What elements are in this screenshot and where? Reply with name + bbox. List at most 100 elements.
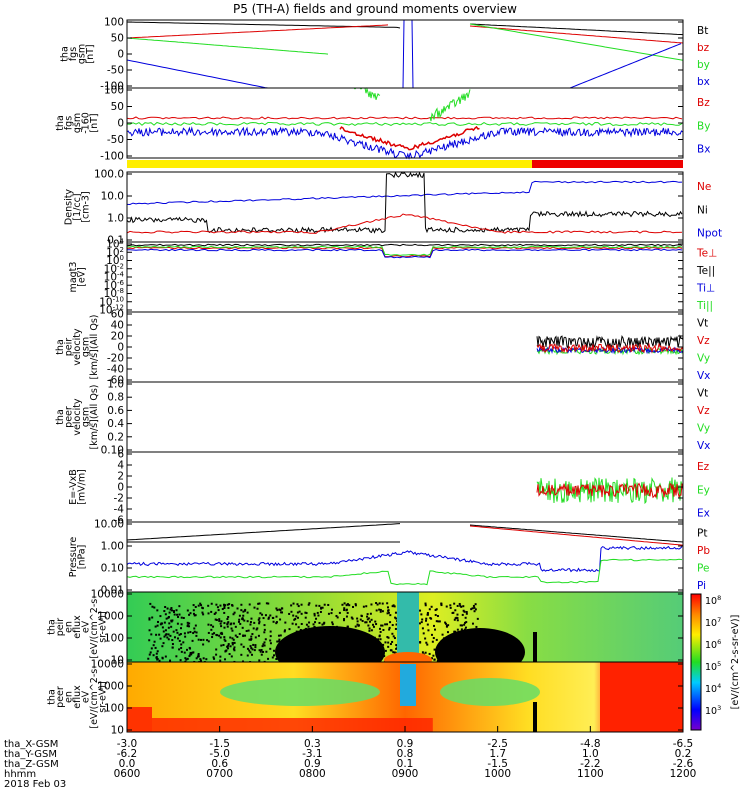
y-axis-label: [1/cc] [72, 193, 83, 220]
legend-entry: Npot [697, 228, 722, 240]
y-tick-label: 0 [117, 482, 124, 494]
y-axis-label: tha [59, 46, 70, 62]
legend-entry: bz [697, 42, 710, 54]
y-tick-label: 10.00 [94, 519, 124, 531]
y-axis-label: E=-VxB [68, 469, 79, 504]
y-tick-label: 1.00 [101, 541, 124, 553]
y-tick-label: -20 [107, 353, 124, 365]
x-tick-label: 0.6 [211, 758, 228, 770]
y-axis-label: -160 [81, 112, 92, 134]
x-tick-label: -6.5 [673, 738, 694, 750]
y-axis-label: Pressure [68, 537, 79, 578]
x-tick-label: -3.1 [302, 748, 323, 760]
y-tick-label: 0.2 [107, 431, 124, 443]
y-tick-label: 0.8 [107, 392, 124, 404]
x-tick-label: -2.5 [487, 738, 508, 750]
y-axis-label: tha [55, 115, 66, 131]
row-label: tha_Y-GSM [4, 749, 57, 760]
y-axis-label: peer [64, 406, 75, 428]
x-tick-label: 1.0 [582, 748, 599, 760]
y-tick-label: 0 [117, 118, 124, 130]
y-tick-label: 1000 [97, 611, 124, 623]
y-tick-label: 6 [117, 449, 124, 461]
panels: 100500-50-100thafgsgsm[nT]Btbzbybx100500… [47, 17, 723, 737]
y-axis-label: tha [55, 339, 66, 355]
y-tick-label: -100 [100, 81, 124, 93]
x-tick-label: 0800 [299, 768, 326, 780]
legend-entry: Vz [697, 335, 710, 347]
y-axis-label: eflux [72, 615, 83, 639]
y-axis-label: magt3 [68, 262, 79, 293]
y-tick-label: -2 [114, 493, 124, 505]
legend-entry: Ey [697, 484, 710, 496]
y-tick-label: 4 [117, 460, 124, 472]
y-axis-label: [eV/(cm^2-s- [89, 595, 100, 658]
row-label: 2018 Feb 03 [4, 779, 66, 790]
legend-entry: Bx [697, 144, 710, 156]
legend-entry: Vx [697, 370, 710, 382]
y-tick-label: 10-10 [99, 295, 124, 308]
y-tick-label: 0.01 [101, 585, 124, 597]
y-tick-label: 100 [104, 633, 124, 645]
x-tick-label: 0.0 [119, 758, 136, 770]
panel-density: 100.0 10.0 1.0 0.1 Density[1/cc][cm-3] Ne Ni Np… [64, 169, 723, 247]
x-tick-label: 0.2 [675, 748, 692, 760]
y-axis-label: [nPa] [76, 545, 87, 570]
legend-entry: bx [697, 76, 710, 88]
y-tick-label: 50 [111, 33, 124, 45]
y-axis-label: sr-eV)] [98, 611, 109, 642]
y-tick-label: -6 [114, 515, 125, 527]
y-tick-label: 0.10 [101, 445, 124, 457]
x-tick-label: 0600 [114, 768, 141, 780]
colorbar-tick: 104 [705, 682, 721, 695]
y-tick-label: 10-2 [104, 262, 124, 275]
y-tick-label: 0.4 [107, 418, 124, 430]
y-tick-label: 1000 [97, 681, 124, 693]
x-tick-label: 0.9 [304, 758, 321, 770]
y-axis-label: gsm [76, 44, 87, 64]
y-axis-label: tha [47, 689, 58, 705]
y-tick-label: 100 [104, 17, 124, 29]
legend-entry: Vz [697, 405, 710, 417]
y-tick-label: 100.0 [94, 169, 124, 181]
y-axis-label: gsm [81, 337, 92, 357]
x-tick-label: -2.6 [673, 758, 694, 770]
y-axis-label: [nT] [85, 44, 96, 63]
y-axis-label: eV [81, 620, 92, 633]
legend-entry: Ne [697, 181, 711, 193]
legend-entry: Vt [697, 318, 708, 330]
y-tick-label: 10-12 [99, 304, 124, 317]
x-tick-label: -5.0 [209, 748, 230, 760]
colorbar-tick: 107 [705, 616, 721, 629]
panel-peer_spec: 10000 1000 100 10 thapeerenefluxeV[eV/(cm^2-… [47, 659, 684, 737]
y-tick-label: 100 [104, 85, 124, 97]
y-axis-label: fgs [64, 116, 75, 130]
y-tick-label: 100 [106, 254, 124, 267]
legend-entry: Bz [697, 97, 710, 109]
x-tick-label: 1200 [670, 768, 697, 780]
y-tick-label: 10-6 [104, 279, 125, 292]
y-axis-label: gsm [81, 407, 92, 427]
y-tick-label: -100 [100, 151, 124, 163]
x-tick-label: 0900 [392, 768, 419, 780]
y-axis-label: tha [47, 619, 58, 635]
y-axis-label: en [64, 691, 75, 703]
y-axis-label: Density [64, 189, 75, 225]
y-tick-label: 10000 [91, 659, 124, 671]
y-axis-label: sr-eV)] [98, 681, 109, 712]
colorbar-label: [eV/(cm^2-s-sr-eV)] [730, 615, 741, 710]
x-tick-label: 1100 [577, 768, 604, 780]
y-tick-label: 10 [111, 655, 124, 667]
y-axis-label: peir [55, 618, 66, 637]
y-tick-label: 0.10 [101, 563, 124, 575]
colorbar-tick: 106 [705, 638, 721, 651]
y-tick-label: 104 [106, 238, 124, 251]
y-tick-label: 10.0 [101, 191, 124, 203]
x-tick-label: 0.3 [304, 738, 321, 750]
y-tick-label: 1.0 [107, 379, 124, 391]
